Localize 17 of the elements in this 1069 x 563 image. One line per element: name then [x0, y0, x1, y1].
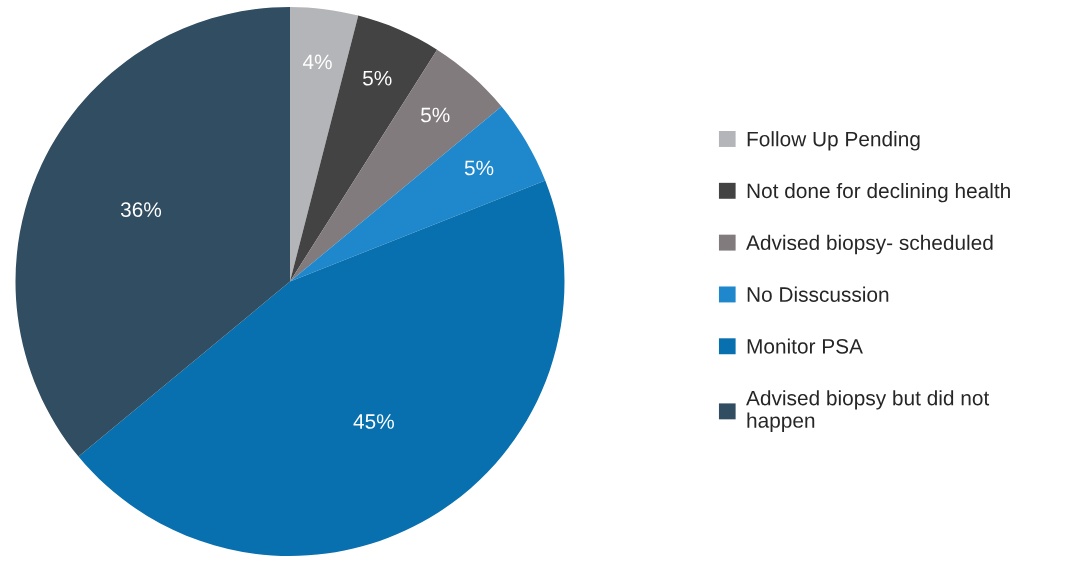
legend-label: Not done for declining health	[747, 182, 1010, 203]
data-label: 45%	[353, 414, 394, 429]
legend-label: Monitor PSA	[747, 338, 863, 354]
pie-slice	[290, 6, 359, 282]
pie-slice	[15, 6, 290, 457]
legend-label: No Disscussion	[747, 286, 889, 302]
pie-slice	[290, 106, 546, 282]
pie-slice	[78, 180, 565, 557]
legend-label: Advised biopsy but did not happen	[746, 390, 990, 432]
legend-label: Advised biopsy- scheduled	[746, 234, 993, 255]
data-label: 5%	[421, 107, 450, 123]
data-label: 36%	[120, 202, 162, 217]
data-label: 5%	[464, 160, 494, 176]
pie-slice	[290, 49, 502, 282]
legend-label: Follow Up Pending	[747, 131, 920, 151]
data-label: 5%	[362, 70, 392, 86]
data-label: 4%	[302, 54, 332, 70]
